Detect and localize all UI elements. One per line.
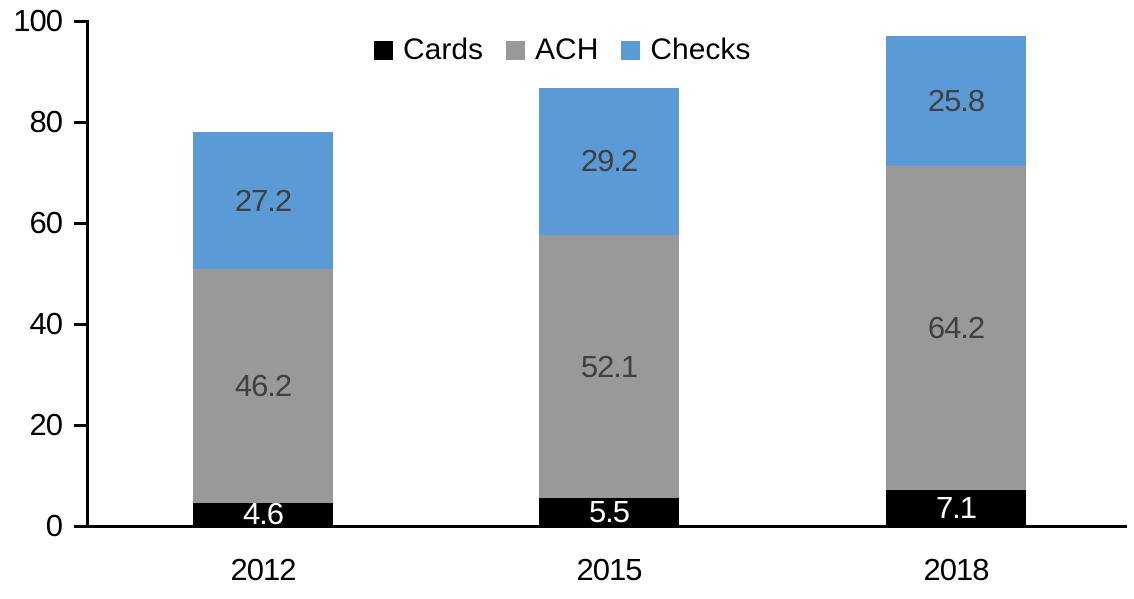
x-axis-category-label-2012: 2012: [230, 552, 297, 587]
bar-value-label: 29.2: [580, 143, 638, 179]
x-axis-line: [85, 524, 1127, 528]
bar-segment-checks-2018: 25.8: [886, 35, 1026, 166]
bar-segment-cards-2018: 7.1: [886, 490, 1026, 526]
y-axis-tick: [73, 524, 86, 528]
legend-item-ach: ACH: [506, 33, 598, 67]
legend-swatch-ach: [506, 40, 526, 60]
bar-value-label: 46.2: [234, 368, 292, 404]
bar-value-label: 5.5: [588, 494, 630, 530]
y-axis-tick: [73, 221, 86, 225]
bar-segment-cards-2015: 5.5: [539, 494, 679, 529]
y-axis-tick-label: 40: [29, 306, 63, 341]
y-axis-tick-label: 60: [29, 205, 63, 240]
bar-value-label: 27.2: [234, 182, 292, 218]
bar-segment-ach-2018: 64.2: [886, 165, 1026, 491]
bar-segment-ach-2015: 52.1: [539, 235, 679, 499]
y-axis-tick: [73, 423, 86, 427]
y-axis-tick: [73, 120, 86, 124]
bar-segment-checks-2012: 27.2: [193, 132, 333, 270]
legend-swatch-cards: [374, 40, 393, 60]
legend-label: Cards: [403, 33, 484, 66]
y-axis-line: [85, 19, 89, 528]
bar-value-label: 7.1: [935, 490, 977, 526]
x-axis-category-label-2015: 2015: [576, 552, 643, 587]
y-axis-tick-label: 80: [29, 104, 63, 139]
y-axis-tick: [73, 322, 86, 326]
y-axis-tick: [73, 19, 86, 23]
legend-label: ACH: [535, 33, 599, 66]
bar-segment-checks-2015: 29.2: [539, 87, 679, 236]
legend-item-cards: Cards: [374, 33, 483, 67]
legend-item-checks: Checks: [621, 33, 750, 67]
bar-segment-cards-2012: 4.6: [193, 496, 333, 531]
legend-swatch-checks: [621, 40, 641, 60]
x-axis-category-label-2018: 2018: [923, 552, 990, 587]
y-axis-tick-label: 100: [13, 3, 63, 38]
legend: Cards ACH Checks: [374, 33, 750, 67]
bar-segment-ach-2012: 46.2: [193, 269, 333, 503]
legend-label: Checks: [650, 33, 751, 66]
y-axis-tick-label: 20: [29, 407, 63, 442]
y-axis-tick-label: 0: [45, 508, 63, 543]
bar-value-label: 52.1: [580, 348, 638, 384]
bar-value-label: 64.2: [927, 310, 985, 346]
bar-value-label: 25.8: [927, 82, 985, 118]
